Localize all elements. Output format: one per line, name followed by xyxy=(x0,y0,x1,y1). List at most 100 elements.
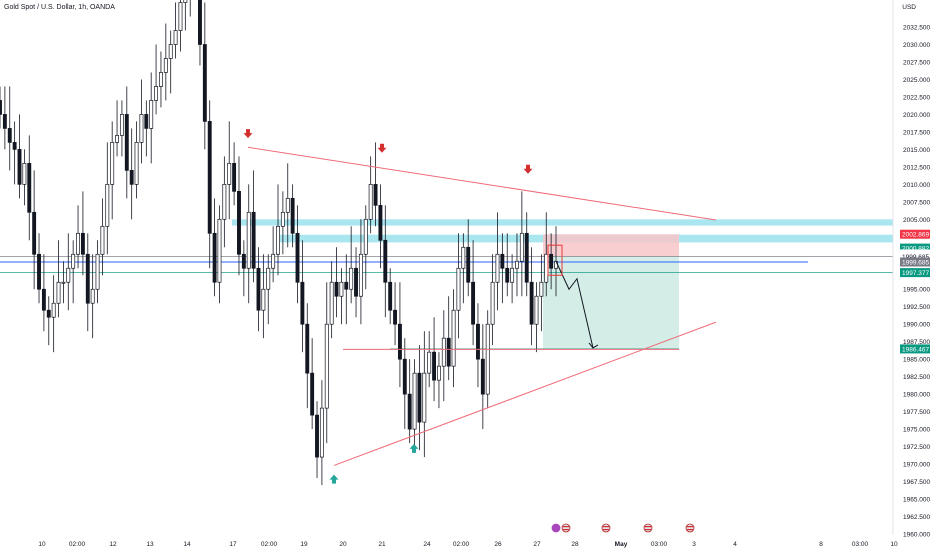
candle-body xyxy=(154,86,159,101)
candle-body xyxy=(305,323,310,374)
candle-body xyxy=(432,351,437,381)
entry-signal-box[interactable] xyxy=(547,244,563,276)
price-tick-label: 2030.000 xyxy=(903,42,930,49)
candle-body xyxy=(476,323,480,360)
candle-body xyxy=(2,114,7,129)
arrow-down-marker xyxy=(243,129,253,139)
candle-body xyxy=(383,239,388,283)
time-tick-label: 20 xyxy=(339,541,347,548)
candle-body xyxy=(0,100,2,115)
price-tick-label: 2022.500 xyxy=(903,94,930,101)
time-tick-label: 02:00 xyxy=(261,541,278,548)
candle-body xyxy=(446,337,451,367)
candle-body xyxy=(12,142,17,150)
candle-body xyxy=(539,281,544,297)
candle-body xyxy=(407,393,412,430)
candle-body xyxy=(427,351,432,374)
us-flag-event-icon[interactable] xyxy=(561,523,571,533)
candle-body xyxy=(436,365,441,381)
candle-body xyxy=(285,197,290,213)
trendline-descending-resistance[interactable] xyxy=(247,146,717,221)
flag-stripe-icon xyxy=(563,526,569,528)
candle-body xyxy=(76,232,80,255)
price-tick-label: 2025.000 xyxy=(903,77,930,84)
candle-body xyxy=(37,253,41,290)
candle-body xyxy=(402,358,407,395)
candle-body xyxy=(451,309,456,367)
candle-body xyxy=(66,267,71,283)
flag-stripe-icon xyxy=(563,529,569,531)
candle-body xyxy=(266,267,271,290)
candle-body xyxy=(149,100,154,129)
trendline-ascending-support[interactable] xyxy=(333,321,717,466)
price-tick-label: 1970.000 xyxy=(903,462,930,469)
candle-body xyxy=(232,163,237,192)
candle-body xyxy=(441,337,446,367)
price-badge-label: 2000.882 xyxy=(902,246,929,253)
price-tick-label: 2032.500 xyxy=(903,25,930,32)
trendlines[interactable] xyxy=(247,146,717,466)
price-tick-label: 2027.500 xyxy=(903,59,930,66)
candle-body xyxy=(95,253,100,290)
price-badge xyxy=(900,344,930,354)
candle-body xyxy=(227,163,232,185)
candle-body xyxy=(310,372,315,416)
time-tick-label: 17 xyxy=(229,541,237,548)
time-tick-label: 4 xyxy=(733,541,737,548)
time-tick-label: 26 xyxy=(494,541,502,548)
position-stop-zone xyxy=(543,234,679,257)
projected-path[interactable] xyxy=(547,244,599,349)
flag-stripe-icon xyxy=(645,529,651,531)
short-position-tool[interactable] xyxy=(543,234,679,349)
us-flag-event-icon[interactable] xyxy=(685,523,695,533)
candle-body xyxy=(505,267,510,283)
candle-body xyxy=(276,225,280,255)
time-tick-label: 13 xyxy=(146,541,154,548)
candle-body xyxy=(549,253,554,269)
candle-body xyxy=(27,163,32,213)
price-tick-label: 1985.000 xyxy=(903,357,930,364)
candle-body xyxy=(71,253,76,269)
candle-body xyxy=(22,163,27,185)
candle-body xyxy=(7,128,12,143)
candle-body xyxy=(397,323,402,360)
price-tick-label: 1980.000 xyxy=(903,392,930,399)
candle-body xyxy=(51,302,56,318)
candle-body xyxy=(56,281,61,304)
time-tick-label: 02:00 xyxy=(69,541,86,548)
lightning-event-icon[interactable] xyxy=(551,523,561,533)
economic-event-icons[interactable] xyxy=(551,523,695,533)
time-tick-label: 12 xyxy=(109,541,117,548)
candle-body xyxy=(202,44,207,122)
candle-body xyxy=(41,288,46,311)
symbol-title: Gold Spot / U.S. Dollar, 1h, OANDA xyxy=(4,4,115,11)
candle-body xyxy=(324,323,329,409)
projection-arrowhead xyxy=(588,342,599,349)
price-tick-label: 1990.000 xyxy=(903,322,930,329)
candle-body xyxy=(363,218,368,255)
resistance-zone xyxy=(232,219,893,226)
price-tick-label: 2017.500 xyxy=(903,129,930,136)
candle-body xyxy=(134,142,139,185)
time-tick-label: 03:00 xyxy=(852,541,869,548)
time-tick-label: 19 xyxy=(300,541,308,548)
candle-body xyxy=(412,372,417,430)
candle-body xyxy=(329,281,334,325)
candle-body xyxy=(85,253,90,304)
price-axis[interactable]: 2032.500 2030.000 2027.500 2025.000 2022.500… xyxy=(903,25,930,539)
candle-body xyxy=(105,183,110,227)
candle-body xyxy=(344,281,349,290)
time-axis[interactable]: 10 02:00 12 13 14 17 02:00 19 20 21 24 02:00 26 27 28 M… xyxy=(38,541,898,548)
candle-body xyxy=(251,211,256,269)
us-flag-event-icon[interactable] xyxy=(643,523,653,533)
flag-stripe-icon xyxy=(687,529,693,531)
us-flag-event-icon[interactable] xyxy=(601,523,611,533)
candle-body xyxy=(515,260,519,269)
price-tick-label: 1982.500 xyxy=(903,374,930,381)
candle-body xyxy=(256,267,261,311)
candle-body xyxy=(490,281,495,325)
candle-body xyxy=(119,114,124,136)
candle-body xyxy=(510,267,515,283)
